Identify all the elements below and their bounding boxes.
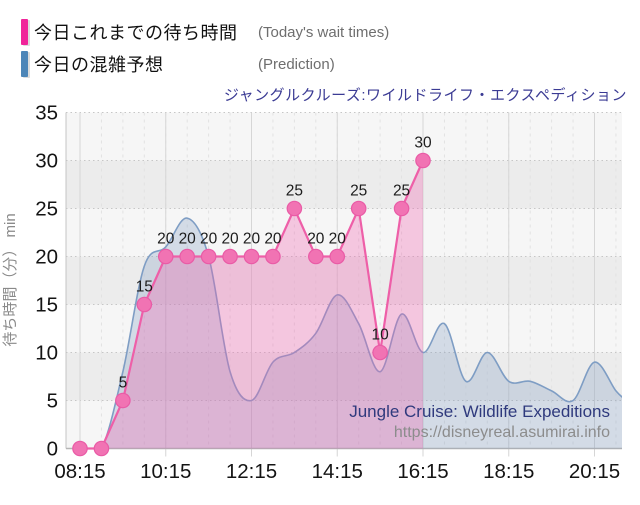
svg-text:16:15: 16:15	[397, 460, 448, 483]
watermark-attraction-name: Jungle Cruise: Wildlife Expeditions	[349, 402, 610, 421]
svg-text:20: 20	[157, 231, 175, 248]
watermark: Jungle Cruise: Wildlife Expeditions http…	[349, 401, 610, 443]
svg-text:20: 20	[200, 231, 218, 248]
svg-text:25: 25	[286, 183, 303, 200]
svg-text:15: 15	[136, 279, 153, 296]
svg-text:15: 15	[35, 294, 58, 317]
svg-text:待ち時間（分） min: 待ち時間（分） min	[2, 213, 19, 346]
svg-text:0: 0	[47, 438, 58, 461]
svg-text:30: 30	[414, 135, 432, 152]
legend-item-today: 今日これまでの待ち時間 (Today's wait times)	[21, 16, 621, 48]
legend-swatch-today	[21, 19, 28, 45]
legend-label-today: 今日これまでの待ち時間	[34, 23, 238, 43]
legend-sub-today: (Today's wait times)	[258, 23, 390, 41]
legend-item-prediction: 今日の混雑予想 (Prediction)	[21, 48, 621, 80]
svg-text:5: 5	[47, 390, 58, 413]
svg-text:08:15: 08:15	[54, 460, 105, 483]
svg-text:20: 20	[179, 231, 197, 248]
svg-text:18:15: 18:15	[483, 460, 534, 483]
svg-text:5: 5	[119, 375, 128, 392]
svg-text:10:15: 10:15	[140, 460, 191, 483]
svg-text:14:15: 14:15	[312, 460, 363, 483]
svg-text:20: 20	[264, 231, 282, 248]
svg-text:25: 25	[350, 183, 367, 200]
svg-text:25: 25	[35, 198, 58, 221]
svg-text:20: 20	[307, 231, 325, 248]
svg-text:20:15: 20:15	[569, 460, 620, 483]
svg-text:35: 35	[35, 102, 58, 125]
legend-swatch-prediction	[21, 51, 28, 77]
svg-text:10: 10	[372, 327, 390, 344]
watermark-url: https://disneyreal.asumirai.info	[393, 424, 610, 441]
svg-text:20: 20	[243, 231, 261, 248]
svg-text:10: 10	[35, 342, 58, 365]
svg-text:12:15: 12:15	[226, 460, 277, 483]
legend-sub-prediction: (Prediction)	[258, 55, 335, 73]
chart-title: ジャングルクルーズ:ワイルドライフ・エクスペディション	[223, 87, 627, 104]
legend-label-prediction: 今日の混雑予想	[34, 55, 164, 75]
svg-text:25: 25	[393, 183, 410, 200]
svg-text:20: 20	[329, 231, 347, 248]
svg-text:20: 20	[35, 246, 58, 269]
svg-text:30: 30	[35, 150, 58, 173]
svg-text:20: 20	[221, 231, 239, 248]
legend: 今日これまでの待ち時間 (Today's wait times) 今日の混雑予想…	[21, 16, 621, 80]
